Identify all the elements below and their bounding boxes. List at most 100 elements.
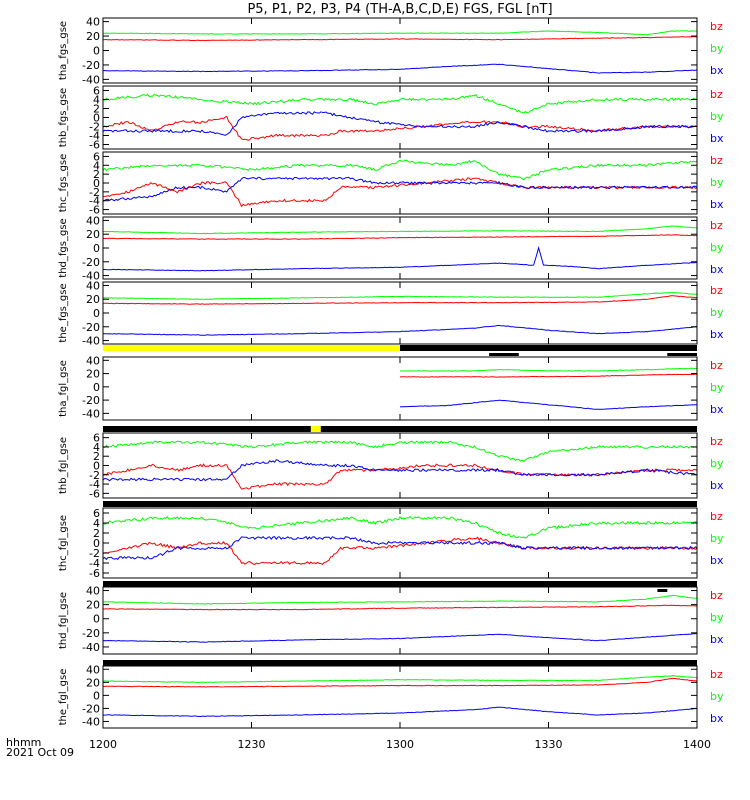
legend-by: by [710, 690, 724, 703]
legend-bz: bz [710, 510, 723, 523]
mode-bar [103, 501, 697, 507]
y-tick-label: 6 [93, 85, 100, 98]
panel-frame [102, 356, 698, 421]
y-axis-label: tha_fgl_gse [58, 360, 69, 417]
y-tick-label: 0 [93, 112, 100, 125]
legend-by: by [710, 42, 724, 55]
y-tick-label: 2 [93, 168, 100, 181]
y-tick-label: 6 [93, 150, 100, 163]
legend-bz: bz [710, 284, 723, 297]
y-axis-label: thd_fgl_gse [58, 592, 69, 649]
y-tick-label: 4 [93, 94, 100, 107]
series-bx-tha_fgl_gse [399, 399, 698, 410]
legend-by: by [710, 611, 724, 624]
legend-bx: bx [710, 132, 724, 145]
mode-bar [103, 345, 697, 356]
series-bx-tha_fgs_gse [102, 63, 698, 74]
y-tick-label: -4 [89, 557, 100, 570]
y-tick-label: -6 [89, 487, 100, 500]
y-tick-label: 0 [93, 537, 100, 550]
y-tick-label: -2 [89, 547, 100, 560]
y-tick-label: 6 [93, 432, 100, 445]
y-axis-label: thc_fgl_gse [58, 515, 69, 571]
y-tick-label: -40 [82, 73, 100, 86]
y-tick-label: -20 [82, 702, 100, 715]
series-by-thd_fgs_gse [102, 225, 698, 235]
series-by-tha_fgs_gse [103, 30, 698, 36]
date-label: 2021 Oct 09 [6, 746, 74, 759]
plot-title: P5, P1, P2, P3, P4 (TH-A,B,C,D,E) FGS, F… [247, 2, 552, 17]
y-tick-label: 20 [86, 30, 100, 43]
y-tick-label: -6 [89, 139, 100, 152]
legend-by: by [710, 241, 724, 254]
legend-bx: bx [710, 554, 724, 567]
legend-bz: bz [710, 20, 723, 33]
y-tick-label: -2 [89, 469, 100, 482]
legend-by: by [710, 110, 724, 123]
legend-bx: bx [710, 64, 724, 77]
series-by-the_fgs_gse [102, 291, 698, 300]
legend-bx: bx [710, 263, 724, 276]
legend-bx: bx [710, 403, 724, 416]
y-tick-label: 40 [86, 354, 100, 367]
panel-frame [102, 85, 698, 150]
series-bz-tha_fgs_gse [102, 36, 698, 42]
series-by-thc_fgl_gse [102, 515, 698, 539]
y-tick-label: -6 [89, 567, 100, 580]
x-tick-label: 1200 [89, 738, 117, 751]
y-tick-label: -2 [89, 121, 100, 134]
y-tick-label: -40 [82, 715, 100, 728]
panel-frame [102, 216, 698, 280]
panel-frame [102, 586, 698, 655]
y-tick-label: 2 [93, 527, 100, 540]
y-tick-label: -20 [82, 627, 100, 640]
series-bx-thc_fgs_gse [102, 176, 698, 202]
y-axis-label: thb_fgs_gse [58, 88, 69, 147]
y-tick-label: -4 [89, 130, 100, 143]
y-tick-label: 20 [86, 599, 100, 612]
y-tick-label: 0 [93, 45, 100, 58]
mode-segment-yellow [103, 345, 400, 351]
series-bx-the_fgs_gse [103, 324, 697, 336]
mode-marker [489, 353, 519, 356]
y-tick-label: -2 [89, 186, 100, 199]
y-tick-label: 0 [93, 460, 100, 473]
legend-by: by [710, 532, 724, 545]
y-tick-label: -6 [89, 204, 100, 217]
legend-bz: bz [710, 435, 723, 448]
y-tick-label: 20 [86, 228, 100, 241]
y-tick-label: -20 [82, 321, 100, 334]
legend-bz: bz [710, 88, 723, 101]
mode-bar [103, 581, 697, 592]
time-axis: 1200 1230 1300 1330 1400 [89, 738, 711, 751]
mode-bar [103, 660, 697, 666]
x-tick-label: 1230 [238, 738, 266, 751]
mode-marker [657, 589, 668, 592]
y-tick-label: -40 [82, 641, 100, 654]
series-bz-thb_fgl_gse [102, 463, 698, 490]
y-tick-label: -20 [82, 59, 100, 72]
series-by-thd_fgl_gse [102, 594, 698, 605]
legend-by: by [710, 457, 724, 470]
series-by-the_fgl_gse [102, 675, 698, 684]
y-axis-label: the_fgl_gse [58, 669, 69, 726]
mode-bars [103, 345, 697, 666]
y-tick-label: 40 [86, 585, 100, 598]
series-bz-tha_fgl_gse [399, 373, 697, 378]
y-tick-label: -4 [89, 195, 100, 208]
y-tick-label: -40 [82, 335, 100, 348]
panel-frame [102, 665, 698, 729]
legend-by: by [710, 381, 724, 394]
legend-bx: bx [710, 479, 724, 492]
y-tick-label: -4 [89, 478, 100, 491]
y-tick-label: -20 [82, 394, 100, 407]
